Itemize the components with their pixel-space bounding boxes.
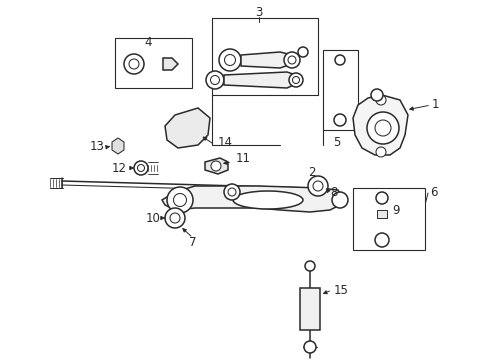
Circle shape (292, 77, 299, 84)
Circle shape (375, 147, 385, 157)
Ellipse shape (232, 191, 303, 209)
Circle shape (305, 261, 314, 271)
Polygon shape (224, 72, 295, 88)
Circle shape (374, 233, 388, 247)
Circle shape (374, 120, 390, 136)
Circle shape (124, 54, 143, 74)
Text: 9: 9 (391, 203, 399, 216)
Text: 12: 12 (112, 162, 127, 175)
Circle shape (312, 181, 323, 191)
Circle shape (219, 49, 241, 71)
Polygon shape (163, 58, 178, 70)
Circle shape (287, 56, 295, 64)
Circle shape (304, 341, 315, 353)
Text: 11: 11 (236, 152, 250, 165)
Polygon shape (164, 108, 209, 148)
Text: 14: 14 (218, 136, 232, 149)
Circle shape (334, 55, 345, 65)
Polygon shape (352, 95, 407, 155)
Circle shape (205, 71, 224, 89)
Circle shape (170, 213, 180, 223)
Circle shape (288, 73, 303, 87)
Polygon shape (162, 186, 341, 212)
Circle shape (210, 161, 221, 171)
Text: 15: 15 (333, 284, 348, 297)
Circle shape (164, 208, 184, 228)
Circle shape (224, 184, 240, 200)
Circle shape (134, 161, 148, 175)
Text: 4: 4 (144, 36, 151, 49)
Circle shape (366, 112, 398, 144)
Text: 6: 6 (429, 186, 437, 199)
Circle shape (307, 176, 327, 196)
Circle shape (227, 188, 236, 196)
Circle shape (297, 47, 307, 57)
Text: 10: 10 (146, 211, 161, 225)
Text: 2: 2 (307, 166, 315, 179)
Bar (376, 210, 386, 218)
Circle shape (210, 76, 219, 85)
Circle shape (129, 59, 139, 69)
Polygon shape (112, 138, 124, 154)
Polygon shape (204, 158, 227, 174)
Circle shape (370, 89, 382, 101)
Bar (352, 188, 424, 250)
Text: 5: 5 (333, 136, 340, 149)
Circle shape (375, 95, 385, 105)
Bar (115, 38, 192, 88)
Bar (299, 288, 319, 330)
Text: 8: 8 (329, 185, 337, 198)
Circle shape (173, 194, 186, 207)
Text: 3: 3 (255, 5, 262, 18)
Circle shape (331, 192, 347, 208)
Text: 13: 13 (90, 140, 105, 153)
Bar (323, 50, 357, 130)
Text: 7: 7 (189, 235, 196, 248)
Circle shape (167, 187, 193, 213)
Circle shape (137, 165, 144, 171)
Circle shape (375, 192, 387, 204)
Circle shape (224, 54, 235, 66)
Text: 1: 1 (431, 99, 439, 112)
Polygon shape (241, 52, 291, 68)
Circle shape (284, 52, 299, 68)
Circle shape (333, 114, 346, 126)
